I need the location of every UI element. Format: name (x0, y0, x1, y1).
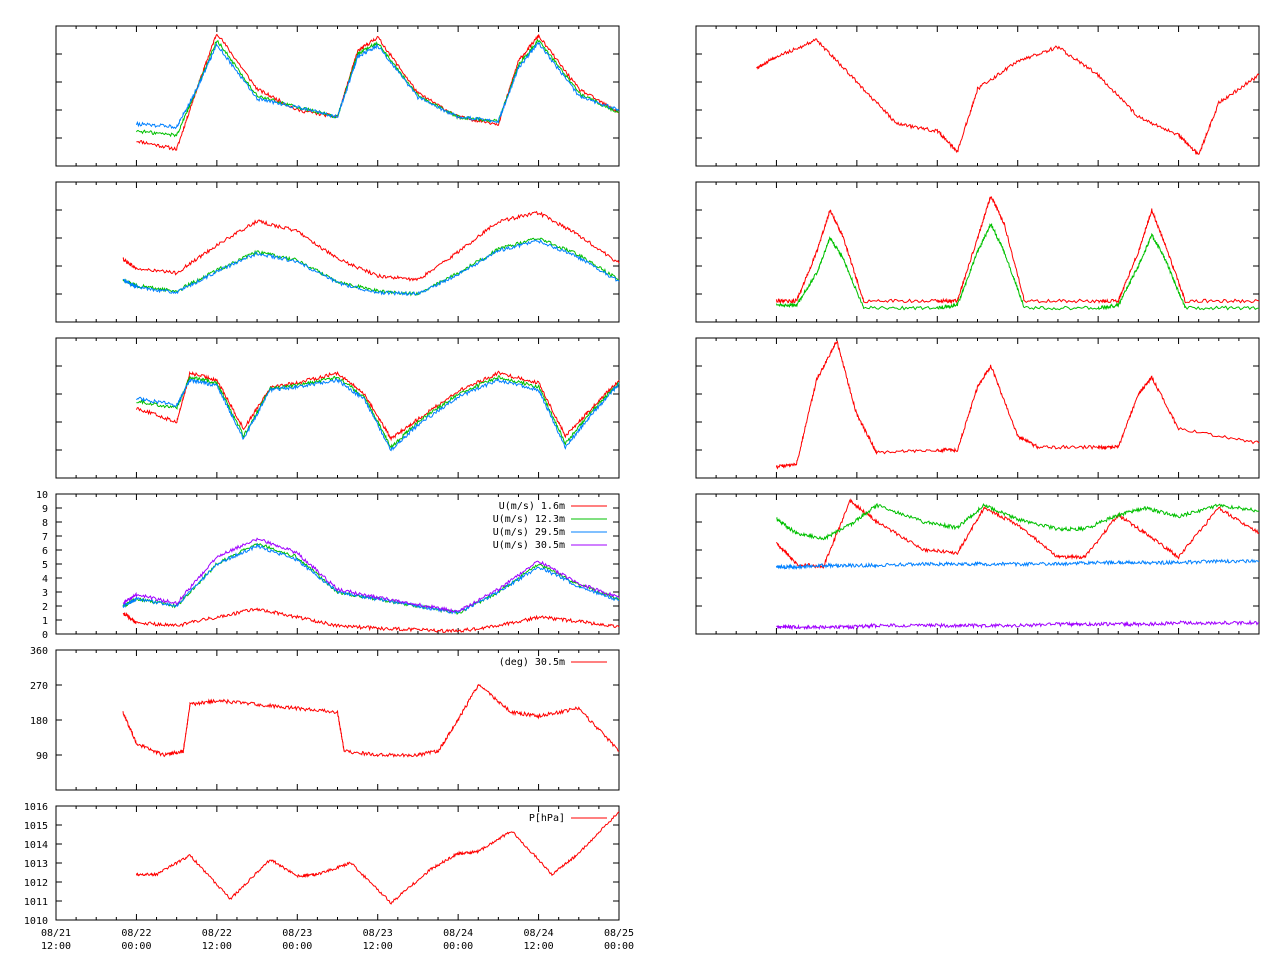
plot-frame (55, 337, 620, 479)
plot-frame (55, 181, 620, 323)
x-tick-label-date: 08/25 (604, 928, 634, 939)
y-tick-label: 1010 (24, 916, 48, 927)
panel-right-1 (695, 25, 1260, 167)
panel-right-2 (695, 181, 1260, 323)
plot-frame (55, 493, 620, 635)
y-tick-label: 4 (42, 574, 48, 585)
x-tick-label-date: 08/23 (363, 928, 393, 939)
series-line-3 (775, 558, 1260, 571)
panel-left-1 (55, 25, 620, 167)
x-tick-label-date: 08/24 (443, 928, 473, 939)
y-tick-label: 180 (30, 716, 48, 727)
x-tick-label-date: 08/22 (202, 928, 232, 939)
x-tick-label-date: 08/24 (524, 928, 554, 939)
series-line-u-m-s-30-5m (122, 537, 620, 613)
x-tick-label-time: 00:00 (282, 941, 312, 952)
legend-label: U(m/s) 30.5m (493, 540, 565, 551)
series-line-p-hpa (135, 811, 620, 905)
y-tick-label: 1012 (24, 878, 48, 889)
x-tick-label-time: 12:00 (41, 941, 71, 952)
x-tick-label-time: 12:00 (202, 941, 232, 952)
legend-label: U(m/s) 12.3m (493, 514, 565, 525)
y-tick-label: 1014 (24, 840, 48, 851)
series-line-2 (776, 502, 1260, 541)
y-tick-label: 1013 (24, 859, 48, 870)
series-line-3 (135, 42, 620, 130)
x-tick-label-time: 12:00 (524, 941, 554, 952)
y-tick-label: 1015 (24, 821, 48, 832)
legend-label: P[hPa] (529, 813, 565, 824)
x-tick-label-time: 00:00 (604, 941, 634, 952)
series-line-1 (756, 38, 1260, 156)
panel-right-4 (695, 493, 1260, 635)
y-tick-label: 6 (42, 546, 48, 557)
panel-right-3 (695, 337, 1260, 479)
series-line-u-m-s-1-6m (122, 607, 620, 634)
series-line-3 (136, 377, 620, 452)
y-tick-label: 1016 (24, 802, 48, 813)
y-tick-label: 2 (42, 602, 48, 613)
y-tick-label: 5 (42, 560, 48, 571)
y-tick-label: 90 (36, 751, 48, 762)
x-tick-label-date: 08/22 (121, 928, 151, 939)
series-line-1 (775, 339, 1260, 470)
x-tick-label-time: 00:00 (443, 941, 473, 952)
legend-label: (deg) 30.5m (499, 657, 565, 668)
series-line-deg-30-5m (122, 683, 620, 758)
series-line-1 (775, 498, 1260, 569)
x-tick-label-date: 08/21 (41, 928, 71, 939)
y-tick-label: 10 (36, 490, 48, 501)
panel-left-4: 0 1 2 3 4 5 6 7 8 9 10 U(m/s) 1.6m U(m/s) 12.3m U(m/s… (36, 490, 620, 641)
plot-frame (695, 337, 1260, 479)
series-line-1 (122, 210, 620, 282)
panel-left-2 (55, 181, 620, 323)
y-tick-label: 0 (42, 630, 48, 641)
x-tick-label-time: 00:00 (121, 941, 151, 952)
series-line-2 (136, 375, 620, 450)
plot-frame (55, 25, 620, 167)
x-tick-label-date: 08/23 (282, 928, 312, 939)
series-line-1 (135, 370, 620, 442)
series-line-1 (775, 195, 1260, 305)
panel-left-3 (55, 337, 620, 479)
series-line-4 (776, 619, 1259, 631)
series-line-u-m-s-12-3m (122, 542, 620, 616)
series-line-1 (136, 33, 620, 151)
panel-left-5: 90 180 270 360 (deg) 30.5m (30, 646, 620, 791)
y-tick-label: 8 (42, 518, 48, 529)
legend-label: U(m/s) 1.6m (499, 501, 565, 512)
y-tick-label: 7 (42, 532, 48, 543)
y-tick-label: 9 (42, 504, 48, 515)
plot-frame (695, 25, 1260, 167)
y-tick-label: 1 (42, 616, 48, 627)
series-line-2 (775, 223, 1260, 311)
y-tick-label: 360 (30, 646, 48, 657)
plot-frame (55, 805, 620, 921)
plot-frame (55, 649, 620, 791)
series-line-3 (123, 238, 620, 297)
y-tick-label: 270 (30, 681, 48, 692)
panel-left-6: 1010 1011 1012 1013 1014 1015 1016 P[hPa] (24, 802, 620, 927)
x-tick-label-time: 12:00 (363, 941, 393, 952)
legend-label: U(m/s) 29.5m (493, 527, 565, 538)
y-tick-label: 1011 (24, 897, 48, 908)
y-tick-label: 3 (42, 588, 48, 599)
